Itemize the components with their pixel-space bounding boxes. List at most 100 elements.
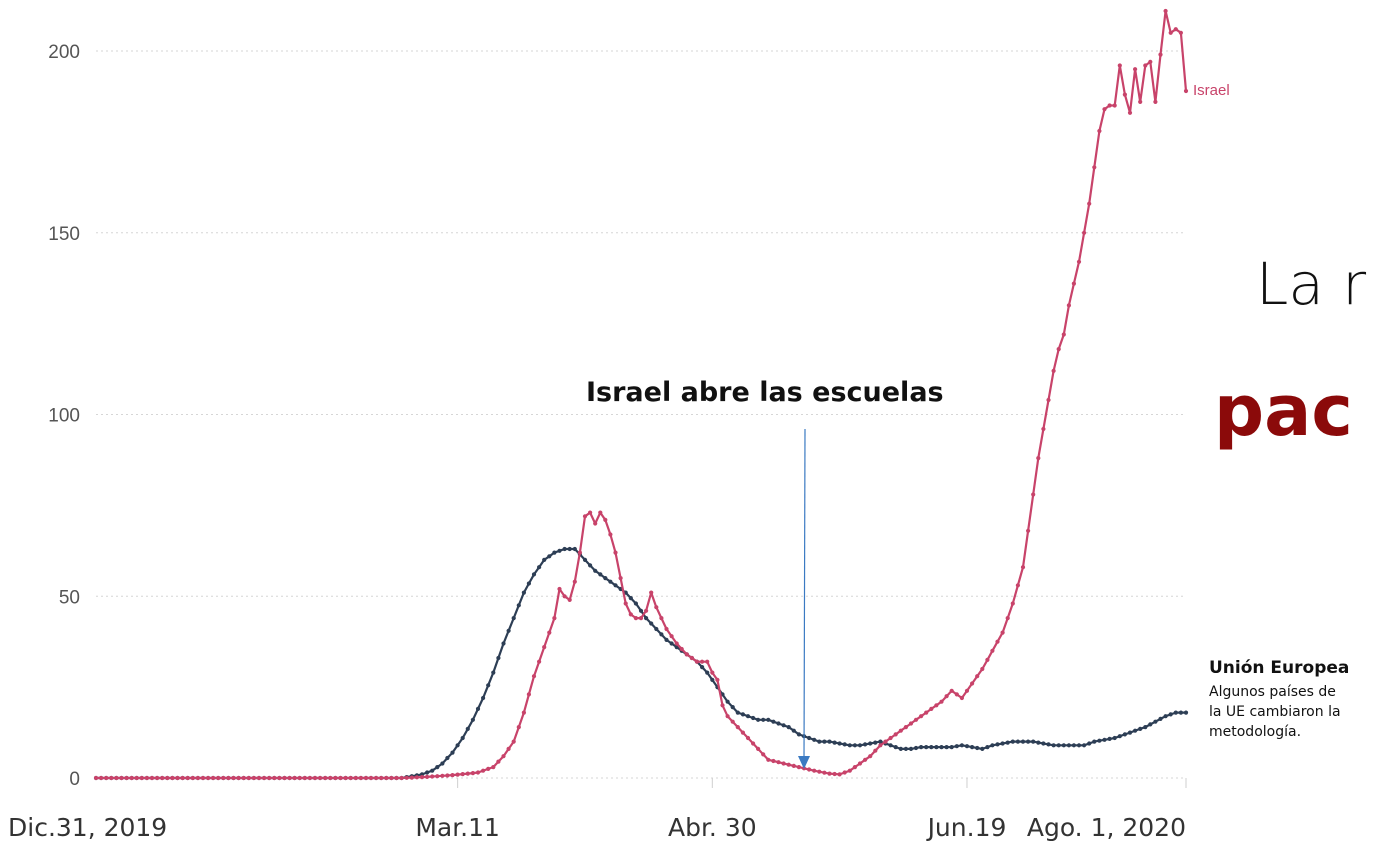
data-point <box>475 770 481 775</box>
data-point <box>812 768 817 773</box>
data-point <box>638 616 644 621</box>
data-point <box>547 554 552 559</box>
data-point <box>1066 303 1071 308</box>
data-point <box>1107 736 1112 742</box>
data-point <box>557 586 562 592</box>
data-point <box>221 775 226 781</box>
data-point <box>216 775 221 781</box>
data-point <box>705 670 710 675</box>
data-point <box>669 634 674 639</box>
data-point <box>644 608 649 613</box>
data-point <box>379 775 384 781</box>
data-point <box>1183 88 1189 94</box>
data-point <box>873 740 878 745</box>
data-point <box>883 739 888 744</box>
data-point <box>944 745 949 750</box>
data-point <box>868 741 873 746</box>
eu-series <box>93 546 1189 781</box>
data-point <box>623 601 628 606</box>
data-point <box>160 775 165 781</box>
x-axis-ticks: Dic.31, 2019 Mar.11 Abr. 30 Jun.19 Ago. 1, 2… <box>8 778 1187 842</box>
data-point <box>776 760 781 765</box>
data-point <box>659 632 664 637</box>
data-point <box>832 740 837 745</box>
data-point <box>1143 725 1148 730</box>
data-point <box>267 775 272 781</box>
data-point <box>1026 739 1031 744</box>
data-point <box>710 677 715 683</box>
data-point <box>786 762 791 767</box>
data-point <box>710 670 715 675</box>
data-point <box>613 583 618 588</box>
data-point <box>460 772 465 777</box>
data-point <box>649 621 654 626</box>
data-point <box>1020 739 1026 744</box>
data-point <box>1102 737 1107 742</box>
data-point <box>430 774 435 779</box>
data-point <box>562 546 567 552</box>
data-point <box>1112 103 1117 108</box>
data-point <box>389 775 394 781</box>
data-point <box>939 745 944 750</box>
annotation-arrow <box>803 428 806 761</box>
data-point <box>700 659 705 664</box>
data-point <box>694 659 700 664</box>
data-point <box>608 579 613 584</box>
data-point <box>323 775 328 781</box>
data-point <box>725 699 730 704</box>
data-point <box>496 759 501 764</box>
data-point <box>491 670 496 675</box>
data-point <box>537 565 542 570</box>
data-point <box>1178 710 1183 715</box>
data-point <box>486 683 491 688</box>
data-point <box>1076 259 1082 264</box>
data-point <box>93 775 99 781</box>
x-tick-label: Dic.31, 2019 <box>8 813 167 842</box>
data-point <box>817 769 822 774</box>
data-point <box>435 774 440 779</box>
data-point <box>761 752 766 757</box>
data-point <box>180 775 185 781</box>
data-point <box>807 767 812 772</box>
data-point <box>603 517 608 523</box>
data-point <box>822 739 827 744</box>
data-point <box>913 745 919 751</box>
data-point <box>149 775 155 781</box>
data-point <box>537 659 542 664</box>
data-point <box>1061 332 1066 337</box>
data-point <box>1158 716 1163 722</box>
data-point <box>781 723 786 728</box>
data-point <box>740 712 746 717</box>
data-point <box>669 641 674 646</box>
data-point <box>1153 99 1158 104</box>
data-point <box>302 775 307 781</box>
series-layer <box>93 8 1189 781</box>
data-point <box>796 732 802 737</box>
data-point <box>338 775 343 781</box>
data-point <box>262 775 267 781</box>
data-point <box>995 639 1000 644</box>
data-point <box>190 775 195 781</box>
eu-label-title: Unión Europea <box>1209 658 1349 678</box>
data-point <box>175 775 180 781</box>
data-point <box>812 737 817 742</box>
data-point <box>1127 730 1133 735</box>
data-point <box>1178 30 1183 35</box>
data-point <box>1036 456 1041 461</box>
data-point <box>608 532 613 537</box>
data-point <box>475 706 481 712</box>
data-point <box>185 775 190 781</box>
data-point <box>1061 743 1066 748</box>
data-point <box>1066 743 1071 748</box>
data-point <box>929 706 934 712</box>
data-point <box>822 770 827 775</box>
data-point <box>511 616 516 621</box>
data-point <box>542 557 547 563</box>
annotation-arrowhead <box>798 756 810 769</box>
data-point <box>771 758 776 764</box>
data-point <box>817 739 822 744</box>
data-point <box>1015 739 1021 744</box>
data-point <box>919 714 924 719</box>
data-point <box>1158 52 1163 57</box>
